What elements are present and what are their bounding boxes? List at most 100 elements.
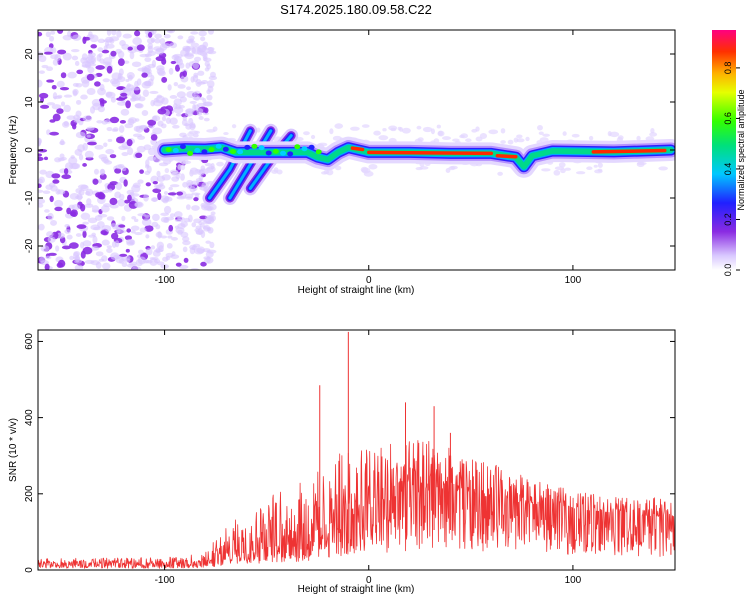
heatmap-noise-blob — [149, 256, 159, 260]
heatmap-noise-blob — [139, 169, 144, 174]
heatmap-noise-blob — [134, 202, 143, 207]
heatmap-noise-blob — [109, 36, 120, 42]
heatmap-noise-blob — [169, 95, 178, 99]
heatmap-noise-blob — [76, 224, 87, 229]
heatmap-noise-blob — [117, 58, 125, 67]
heatmap-noise-blob — [118, 145, 128, 151]
heatmap-noise-blob — [95, 65, 105, 70]
heatmap-ridge — [153, 136, 675, 178]
heatmap-noise-blob — [173, 106, 184, 114]
heatmap-noise-blob — [207, 80, 215, 88]
heatmap-noise-blob — [121, 43, 130, 50]
heatmap-ridge-blob — [251, 143, 258, 149]
heatmap-noise-blob — [156, 65, 165, 72]
heatmap-noise-blob — [161, 115, 167, 122]
heatmap-noise-blob — [196, 81, 206, 85]
heatmap-noise-blob — [163, 205, 172, 214]
heatmap-noise-blob — [80, 94, 88, 100]
heatmap-noise-blob — [51, 173, 61, 179]
heatmap-noise-blob — [120, 108, 130, 116]
heatmap-noise-blob — [157, 120, 164, 127]
heatmap-noise-blob — [98, 53, 103, 58]
heatmap-noise-blob — [332, 135, 342, 141]
heatmap-noise-blob — [155, 231, 163, 238]
heatmap-noise-blob — [81, 79, 90, 88]
heatmap-noise-blob — [53, 199, 64, 208]
heatmap-noise-blob — [125, 78, 130, 83]
heatmap-noise-blob — [85, 190, 91, 196]
heatmap-noise-blob — [43, 51, 53, 55]
heatmap-noise-blob — [465, 138, 472, 143]
heatmap-noise-blob — [118, 224, 126, 228]
heatmap-noise-blob — [136, 145, 146, 153]
snr-x-axis: -100 0 100 — [155, 330, 582, 586]
heatmap-noise-blob — [57, 30, 64, 34]
heatmap-noise-blob — [123, 258, 131, 263]
heatmap-noise-blob — [564, 167, 572, 171]
heatmap-noise-blob — [137, 67, 147, 72]
heatmap-noise-blob — [513, 137, 519, 143]
heatmap-noise-blob — [117, 199, 126, 207]
heatmap-noise-blob — [50, 30, 56, 35]
heatmap-noise-blob — [145, 159, 150, 167]
heatmap-noise-blob — [132, 133, 143, 138]
snr-x-tick-label: 0 — [366, 575, 372, 586]
heatmap-noise-blob — [71, 55, 79, 61]
heatmap-noise-blob — [126, 139, 133, 147]
heatmap-noise-blob — [76, 69, 84, 75]
heatmap-noise-blob — [183, 257, 189, 263]
heatmap-noise-blob — [134, 30, 141, 37]
heatmap-noise-blob — [110, 223, 117, 228]
heatmap-noise-blob — [91, 209, 100, 213]
heatmap-noise-blob — [91, 246, 100, 251]
heatmap-noise-blob — [430, 128, 435, 135]
heatmap-noise-blob — [51, 84, 57, 90]
heatmap-noise-blob — [204, 67, 210, 72]
heatmap-noise-blob — [76, 192, 83, 201]
heatmap-noise-blob — [127, 46, 133, 51]
heatmap-noise-blob — [176, 191, 184, 196]
heatmap-x-axis: -100 0 100 — [155, 30, 582, 286]
heatmap-noise-blob — [193, 94, 201, 101]
heatmap-noise-blob — [202, 97, 207, 104]
heatmap-noise-blob — [126, 189, 134, 195]
snr-y-axis-label: SNR (10 * v/v) — [8, 418, 19, 482]
heatmap-noise-blob — [106, 216, 115, 221]
heatmap-noise-blob — [206, 94, 213, 101]
heatmap-noise-blob — [150, 245, 156, 250]
heatmap-noise-blob — [171, 251, 176, 257]
heatmap-noise-blob — [186, 38, 194, 44]
heatmap-noise-blob — [177, 35, 184, 40]
heatmap-noise-blob — [130, 225, 140, 231]
heatmap-noise-blob — [38, 70, 45, 74]
heatmap-noise-blob — [167, 192, 177, 196]
heatmap-noise-blob — [87, 141, 97, 146]
heatmap-noise-blob — [72, 82, 79, 87]
heatmap-noise-blob — [38, 79, 43, 88]
heatmap-noise-blob — [134, 231, 143, 236]
heatmap-noise-blob — [46, 79, 55, 83]
heatmap-noise-blob — [368, 163, 378, 170]
heatmap-noise-blob — [143, 144, 152, 151]
heatmap-noise-blob — [97, 87, 106, 96]
heatmap-noise-blob — [66, 115, 76, 120]
heatmap-noise-blob — [203, 107, 209, 114]
heatmap-noise-blob — [436, 124, 441, 129]
heatmap-noise-blob — [192, 62, 199, 70]
heatmap-noise-blob — [200, 36, 206, 42]
heatmap-ridge-blob — [187, 150, 194, 156]
heatmap-noise-blob — [86, 126, 95, 131]
heatmap-noise-blob — [87, 66, 95, 74]
heatmap-noise-blob — [198, 30, 207, 37]
heatmap-noise-blob — [101, 189, 110, 194]
heatmap-y-tick-label: 10 — [24, 96, 35, 108]
heatmap-noise-blob — [276, 169, 283, 175]
heatmap-noise-blob — [130, 230, 136, 234]
heatmap-noise-blob — [500, 128, 506, 134]
heatmap-noise-blob — [168, 186, 173, 191]
heatmap-noise-blob — [88, 52, 96, 58]
heatmap-noise-blob — [160, 212, 169, 216]
heatmap-noise-blob — [57, 259, 66, 268]
heatmap-noise-blob — [144, 57, 152, 63]
heatmap-noise-blob — [139, 125, 148, 130]
